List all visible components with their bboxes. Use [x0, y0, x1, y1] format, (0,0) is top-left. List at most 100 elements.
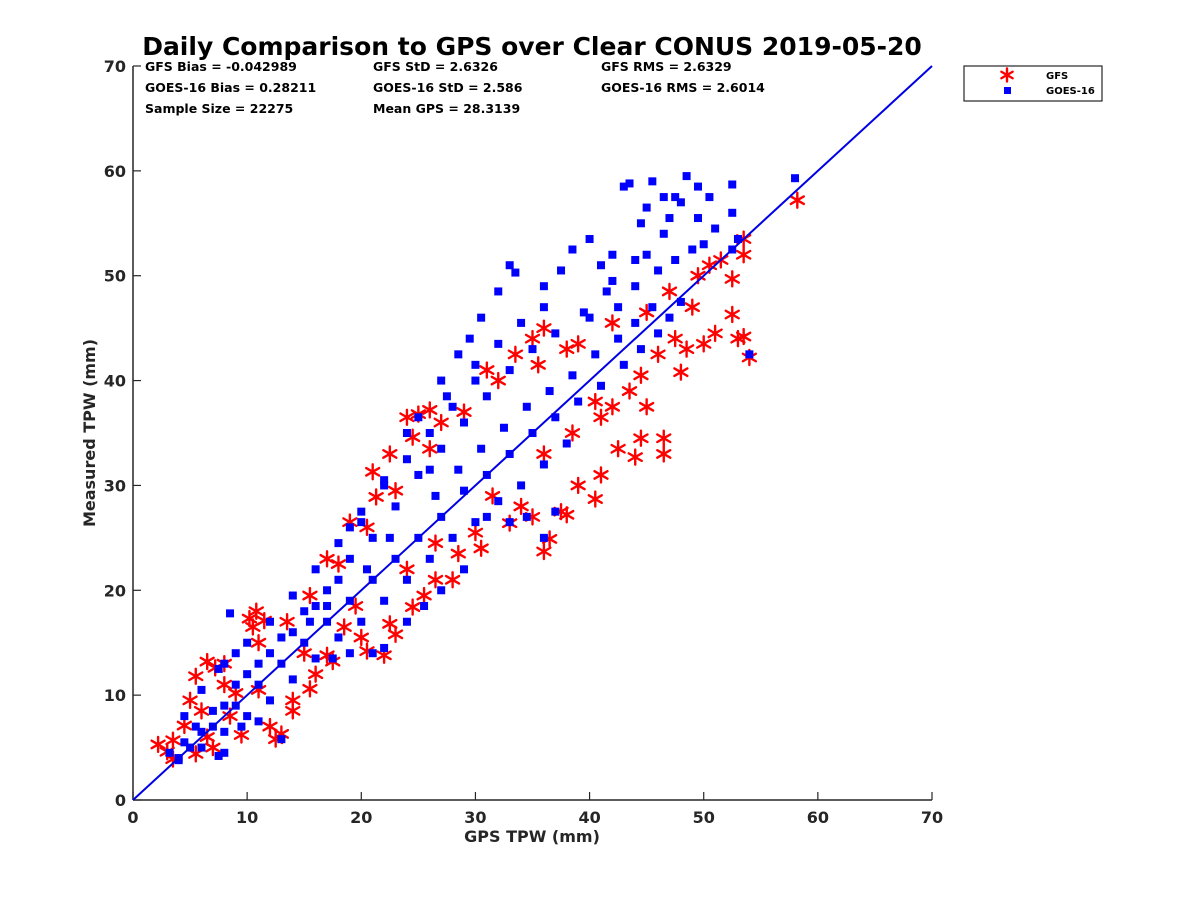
gfs-point	[570, 335, 586, 353]
goes-16-point	[522, 402, 531, 411]
x-tick-label: 20	[350, 808, 372, 827]
legend-box	[963, 65, 1103, 102]
gfs-point	[667, 329, 683, 348]
gfs-point	[673, 363, 689, 381]
goes-16-point	[425, 554, 434, 563]
goes-16-point	[568, 245, 577, 254]
goes-16-point	[345, 554, 354, 563]
goes-16-point	[671, 255, 680, 264]
goes-16-point	[231, 680, 240, 689]
gfs-point	[587, 392, 603, 411]
goes-16-point	[243, 638, 252, 647]
goes-16-point	[425, 429, 434, 437]
goes-16-point	[345, 649, 354, 658]
goes-16-point	[402, 455, 411, 464]
gfs-point	[633, 366, 649, 385]
gfs-point	[789, 191, 806, 209]
goes-16-point	[254, 717, 263, 726]
gfs-point	[433, 413, 449, 432]
gfs-point	[422, 440, 438, 458]
gfs-point	[564, 424, 581, 442]
goes-16-point	[380, 643, 389, 652]
goes-16-point	[334, 633, 343, 642]
goes-16-point	[460, 418, 469, 427]
gfs-point	[188, 667, 204, 685]
goes-16-point	[402, 617, 411, 626]
gfs-point	[427, 534, 444, 552]
gfs-point	[216, 675, 233, 694]
gfs-point	[205, 738, 221, 757]
goes-16-point	[323, 586, 332, 595]
one-to-one-reference-line	[132, 65, 933, 801]
goes-16-point	[596, 261, 605, 270]
goes-16-point	[482, 512, 491, 521]
goes-16-point	[654, 329, 663, 338]
stat-gfs-bias: GFS Bias = -0.042989	[145, 59, 297, 74]
goes-16-point	[414, 413, 423, 422]
goes-16-point	[539, 282, 548, 291]
x-tick-label: 0	[127, 808, 138, 827]
gfs-point	[416, 586, 432, 605]
goes-16-point	[471, 376, 480, 385]
y-tick-label: 20	[104, 581, 126, 600]
goes-16-point	[694, 214, 703, 223]
goes-16-point	[191, 722, 200, 731]
goes-16-point	[574, 397, 583, 406]
goes-16-point	[614, 334, 623, 343]
gfs-point	[490, 371, 506, 390]
goes-16-point	[791, 174, 800, 183]
goes-16-point	[482, 392, 491, 401]
goes-16-point	[494, 339, 503, 348]
goes-16-point	[385, 533, 394, 542]
gfs-point	[610, 440, 626, 458]
goes-16-point	[214, 751, 223, 760]
goes-16-point	[402, 429, 411, 437]
goes-16-point	[165, 748, 174, 757]
x-tick-label: 40	[578, 808, 600, 827]
goes-16-point	[180, 712, 189, 721]
x-tick-label: 10	[236, 808, 258, 827]
stat-goes-std: GOES-16 StD = 2.586	[373, 80, 523, 95]
x-tick-label: 50	[693, 808, 715, 827]
goes-16-point	[648, 177, 657, 186]
gfs-point	[404, 598, 421, 616]
goes-16-point	[636, 345, 645, 354]
stat-mean-gps: Mean GPS = 28.3139	[373, 101, 520, 116]
goes-16-point	[311, 654, 320, 663]
goes-16-point	[220, 727, 229, 736]
goes-16-point	[368, 649, 377, 658]
stat-gfs-std: GFS StD = 2.6326	[373, 59, 498, 74]
goes-16-point	[562, 439, 571, 448]
goes-16-point	[368, 533, 377, 542]
gfs-point	[387, 481, 404, 500]
gfs-point	[302, 680, 318, 698]
goes-16-point	[625, 179, 634, 188]
goes-16-point	[699, 240, 708, 249]
y-tick-label: 30	[104, 476, 126, 495]
goes-16-point	[665, 313, 674, 322]
goes-16-point	[659, 193, 668, 202]
y-tick-label: 10	[104, 686, 126, 705]
goes-16-point	[477, 444, 486, 453]
goes-16-point	[733, 235, 742, 244]
goes-16-point	[631, 255, 640, 264]
gfs-point	[707, 324, 723, 343]
gfs-point	[456, 403, 472, 421]
goes-16-point	[288, 628, 297, 637]
gfs-point	[279, 613, 295, 631]
goes-16-point	[277, 633, 286, 642]
goes-16-point	[517, 318, 526, 327]
gfs-point	[621, 382, 638, 400]
gfs-point	[638, 398, 655, 416]
gfs-point	[570, 476, 586, 495]
gfs-point	[473, 539, 489, 558]
goes-16-point	[300, 607, 309, 616]
gfs-point	[382, 615, 398, 633]
goes-16-point	[528, 345, 537, 354]
goes-16-point	[220, 701, 229, 710]
goes-16-point	[619, 360, 628, 369]
y-tick-label: 60	[104, 162, 126, 181]
goes-16-point	[648, 303, 657, 312]
gfs-point	[199, 652, 215, 671]
goes-16-point	[494, 287, 503, 296]
